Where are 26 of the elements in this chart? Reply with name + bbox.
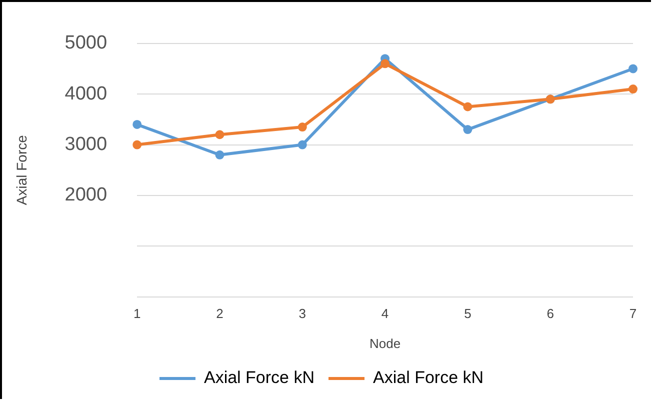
x-tick-label: 3 — [298, 306, 306, 322]
point — [215, 150, 224, 160]
legend-label: Axial Force kN — [373, 368, 484, 388]
x-tick-label: 2 — [216, 306, 224, 322]
y-tick-label: 2000 — [64, 184, 108, 206]
point — [132, 140, 142, 150]
point — [463, 125, 472, 134]
point — [628, 64, 638, 74]
point — [628, 84, 638, 94]
point — [463, 102, 472, 112]
x-tick-label: 4 — [381, 306, 389, 322]
x-tick-label: 5 — [464, 306, 472, 322]
x-tick-label: 7 — [629, 306, 637, 322]
y-tick-label: 3000 — [64, 134, 108, 155]
point — [132, 120, 142, 129]
point — [298, 140, 307, 150]
x-tick-label: 1 — [133, 306, 141, 322]
y-tick-label: 5000 — [64, 32, 108, 54]
y-axis-title: Axial Force — [13, 134, 30, 206]
x-tick-label: 6 — [546, 306, 554, 322]
y-tick-label: 4000 — [64, 83, 108, 104]
x-axis-title: Node — [369, 336, 401, 351]
point — [298, 122, 307, 132]
point — [215, 130, 224, 140]
legend-label: Axial Force kN — [204, 368, 315, 388]
point — [380, 59, 390, 68]
